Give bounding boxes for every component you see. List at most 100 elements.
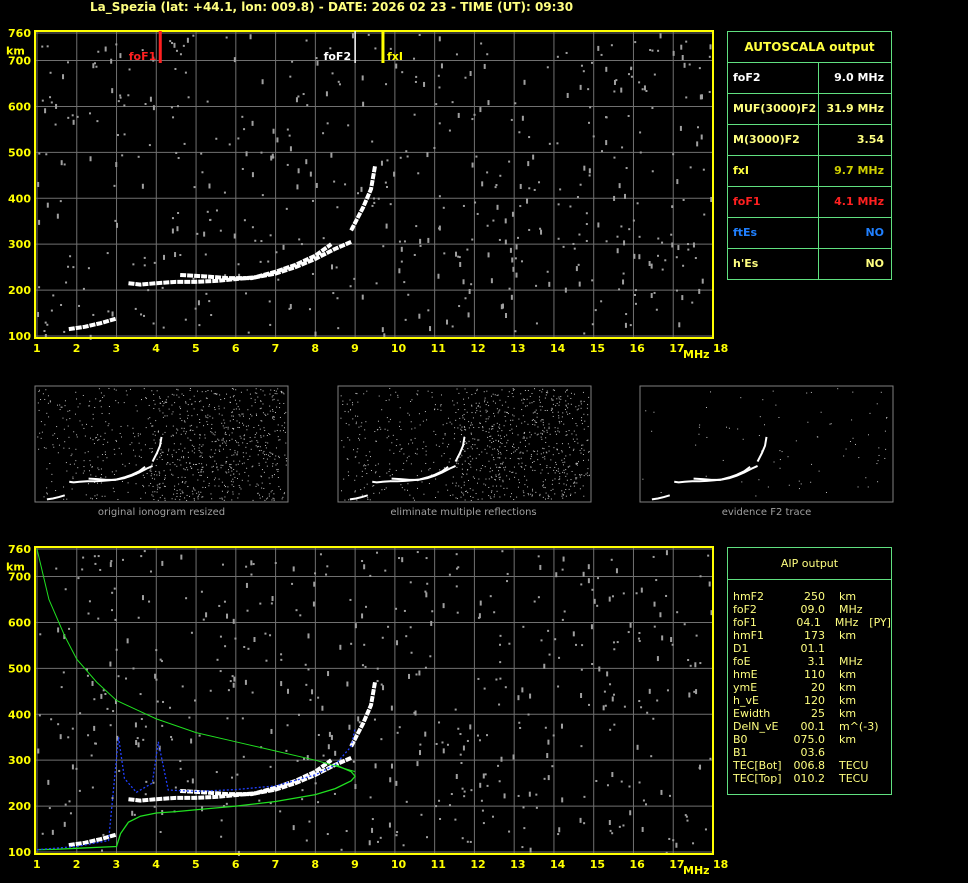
noise-dot bbox=[273, 474, 275, 476]
noise-dot bbox=[104, 432, 106, 434]
noise-dot bbox=[484, 401, 486, 403]
param-value: 4.1 MHz bbox=[834, 195, 884, 208]
noise-dot bbox=[491, 454, 493, 456]
noise-dot bbox=[510, 453, 512, 455]
noise-dot bbox=[37, 436, 39, 438]
noise-dot bbox=[59, 409, 61, 411]
noise-dot bbox=[519, 726, 522, 729]
x-axis-label: MHz bbox=[683, 348, 710, 361]
noise-dot bbox=[494, 394, 496, 396]
noise-dot bbox=[493, 496, 495, 498]
noise-dot bbox=[243, 128, 246, 131]
noise-dot bbox=[156, 484, 158, 486]
noise-dot bbox=[563, 472, 565, 474]
noise-dot bbox=[416, 761, 419, 767]
noise-dot bbox=[705, 475, 707, 477]
noise-dot bbox=[546, 429, 548, 431]
noise-dot bbox=[168, 408, 170, 410]
noise-dot bbox=[572, 438, 574, 440]
noise-dot bbox=[365, 605, 368, 608]
noise-dot bbox=[75, 391, 77, 393]
noise-dot bbox=[190, 466, 192, 468]
noise-dot bbox=[357, 415, 359, 417]
noise-dot bbox=[470, 495, 472, 497]
thumbnail-3 bbox=[639, 385, 894, 503]
noise-dot bbox=[540, 229, 543, 235]
noise-dot bbox=[576, 425, 578, 427]
noise-dot bbox=[502, 479, 504, 481]
noise-dot bbox=[63, 330, 66, 333]
noise-dot bbox=[552, 488, 554, 490]
noise-dot bbox=[466, 411, 468, 413]
noise-dot bbox=[511, 472, 513, 474]
noise-dot bbox=[514, 330, 517, 333]
noise-dot bbox=[755, 495, 757, 497]
noise-dot bbox=[395, 780, 398, 786]
noise-dot bbox=[390, 763, 393, 769]
noise-dot bbox=[665, 594, 668, 597]
noise-dot bbox=[557, 833, 560, 836]
noise-dot bbox=[115, 439, 117, 441]
noise-dot bbox=[55, 103, 58, 109]
noise-dot bbox=[661, 241, 664, 244]
noise-dot bbox=[133, 449, 135, 451]
noise-dot bbox=[562, 464, 564, 466]
noise-dot bbox=[548, 445, 550, 447]
noise-dot bbox=[50, 718, 53, 721]
noise-dot bbox=[311, 272, 314, 275]
noise-dot bbox=[249, 34, 252, 40]
noise-dot bbox=[63, 428, 65, 430]
noise-dot bbox=[260, 151, 263, 154]
noise-dot bbox=[366, 483, 368, 485]
noise-dot bbox=[159, 456, 161, 458]
noise-dot bbox=[661, 268, 664, 271]
noise-dot bbox=[585, 473, 587, 475]
noise-dot bbox=[829, 423, 831, 425]
noise-dot bbox=[387, 625, 390, 628]
noise-dot bbox=[499, 451, 501, 453]
noise-dot bbox=[317, 733, 320, 736]
noise-dot bbox=[506, 434, 508, 436]
noise-dot bbox=[238, 444, 240, 446]
noise-dot bbox=[487, 445, 489, 447]
noise-dot bbox=[164, 431, 166, 433]
noise-dot bbox=[223, 448, 225, 450]
noise-dot bbox=[558, 398, 560, 400]
noise-dot bbox=[222, 805, 225, 808]
noise-dot bbox=[558, 420, 560, 422]
noise-dot bbox=[482, 465, 484, 467]
noise-dot bbox=[580, 401, 582, 403]
noise-dot bbox=[582, 391, 584, 393]
noise-dot bbox=[378, 492, 380, 494]
noise-dot bbox=[559, 478, 561, 480]
noise-dot bbox=[573, 485, 575, 487]
noise-dot bbox=[237, 463, 239, 465]
noise-dot bbox=[233, 233, 236, 239]
noise-dot bbox=[354, 490, 356, 492]
noise-dot bbox=[86, 674, 89, 677]
noise-dot bbox=[523, 437, 525, 439]
noise-dot bbox=[443, 453, 445, 455]
noise-dot bbox=[201, 391, 203, 393]
noise-dot bbox=[256, 392, 258, 394]
noise-dot bbox=[434, 408, 436, 410]
noise-dot bbox=[172, 462, 174, 464]
noise-dot bbox=[388, 470, 390, 472]
noise-dot bbox=[816, 436, 818, 438]
noise-dot bbox=[151, 477, 153, 479]
noise-dot bbox=[565, 484, 567, 486]
noise-dot bbox=[527, 486, 529, 488]
profile-series bbox=[36, 727, 356, 851]
noise-dot bbox=[653, 73, 656, 76]
noise-dot bbox=[179, 406, 181, 408]
noise-dot bbox=[166, 463, 168, 465]
noise-dot bbox=[495, 439, 497, 441]
noise-dot bbox=[182, 492, 184, 494]
noise-dot bbox=[410, 439, 412, 441]
param-unit: TECU bbox=[839, 772, 869, 785]
noise-dot bbox=[298, 238, 301, 241]
noise-dot bbox=[518, 458, 520, 460]
noise-dot bbox=[211, 441, 213, 443]
noise-dot bbox=[630, 66, 633, 69]
noise-dot bbox=[507, 413, 509, 415]
